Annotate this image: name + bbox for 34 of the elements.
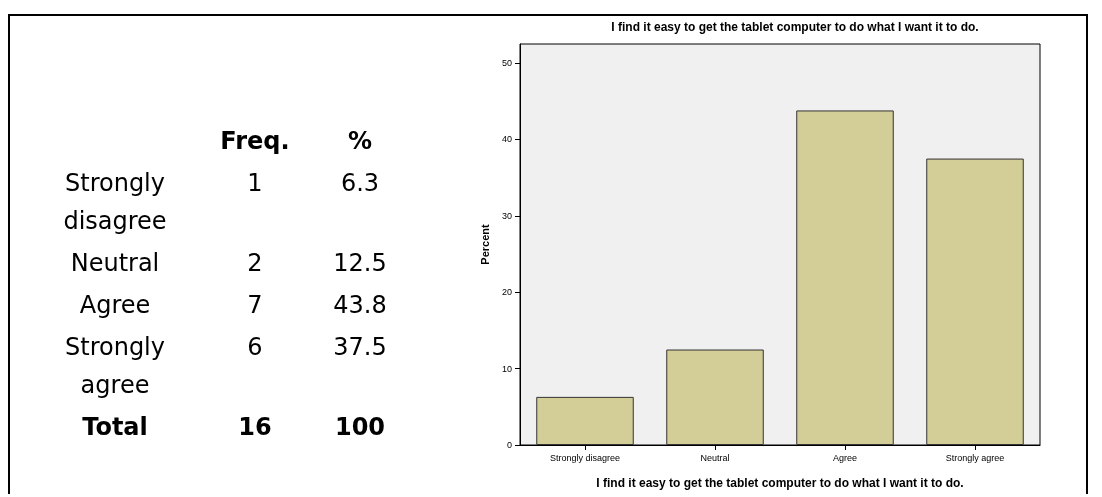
bar [796, 110, 894, 445]
x-tick-label: Agree [832, 452, 858, 463]
text: 6.3 [339, 168, 381, 199]
text: Freq. [219, 126, 291, 157]
text: Strongly disagree [62, 168, 168, 237]
x-axis-title: I find it easy to get the tablet computer to do what I want it to do. [596, 476, 964, 490]
y-tick-label: 10 [501, 363, 512, 374]
text: 12.5 [332, 248, 388, 279]
bar [536, 396, 634, 445]
y-tick-label: 0 [506, 440, 512, 450]
chart-title: I find it easy to get the tablet computer to do what I want it to do. [611, 20, 979, 34]
y-tick-label: 20 [501, 287, 512, 298]
x-tick-label: Strongly disagree [549, 452, 621, 463]
y-axis-title: Percent [478, 223, 491, 265]
text: 7 [246, 290, 264, 321]
text: 16 [237, 412, 273, 443]
text: Total [81, 412, 149, 443]
y-tick-label: 30 [501, 210, 512, 221]
x-tick-label: Neutral [700, 452, 730, 463]
text: Strongly agree [64, 332, 166, 401]
x-tick-label: Strongly agree [945, 452, 1005, 463]
text: 100 [333, 412, 387, 443]
text: 37.5 [332, 332, 388, 363]
text: 2 [246, 248, 264, 279]
bar [666, 349, 764, 445]
y-tick-label: 40 [501, 134, 512, 145]
bar [926, 158, 1024, 445]
y-tick-label: 50 [501, 58, 512, 69]
text: % [346, 126, 373, 157]
text: Neutral [69, 248, 161, 279]
text: 43.8 [332, 290, 388, 321]
text: Agree [78, 290, 152, 321]
text: 6 [246, 332, 264, 363]
text: 1 [246, 168, 264, 199]
